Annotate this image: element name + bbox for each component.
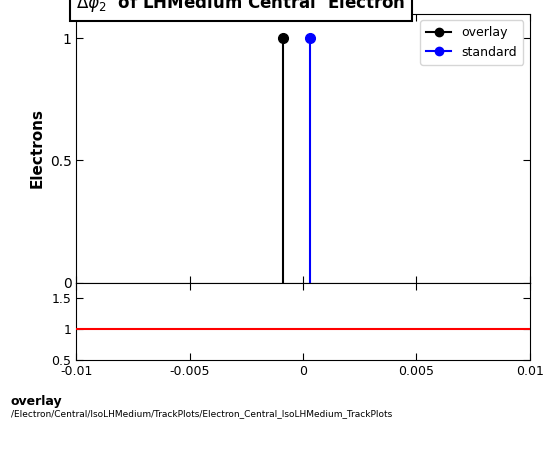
Text: overlay: overlay — [11, 395, 63, 408]
Legend: overlay, standard: overlay, standard — [420, 20, 524, 65]
Y-axis label: Electrons: Electrons — [29, 108, 44, 188]
Text: /Electron/Central/IsoLHMedium/TrackPlots/Electron_Central_IsoLHMedium_TrackPlots: /Electron/Central/IsoLHMedium/TrackPlots… — [11, 409, 392, 418]
Text: $\Delta\varphi_{2}$  of LHMedium Central  Electron: $\Delta\varphi_{2}$ of LHMedium Central … — [76, 0, 406, 14]
